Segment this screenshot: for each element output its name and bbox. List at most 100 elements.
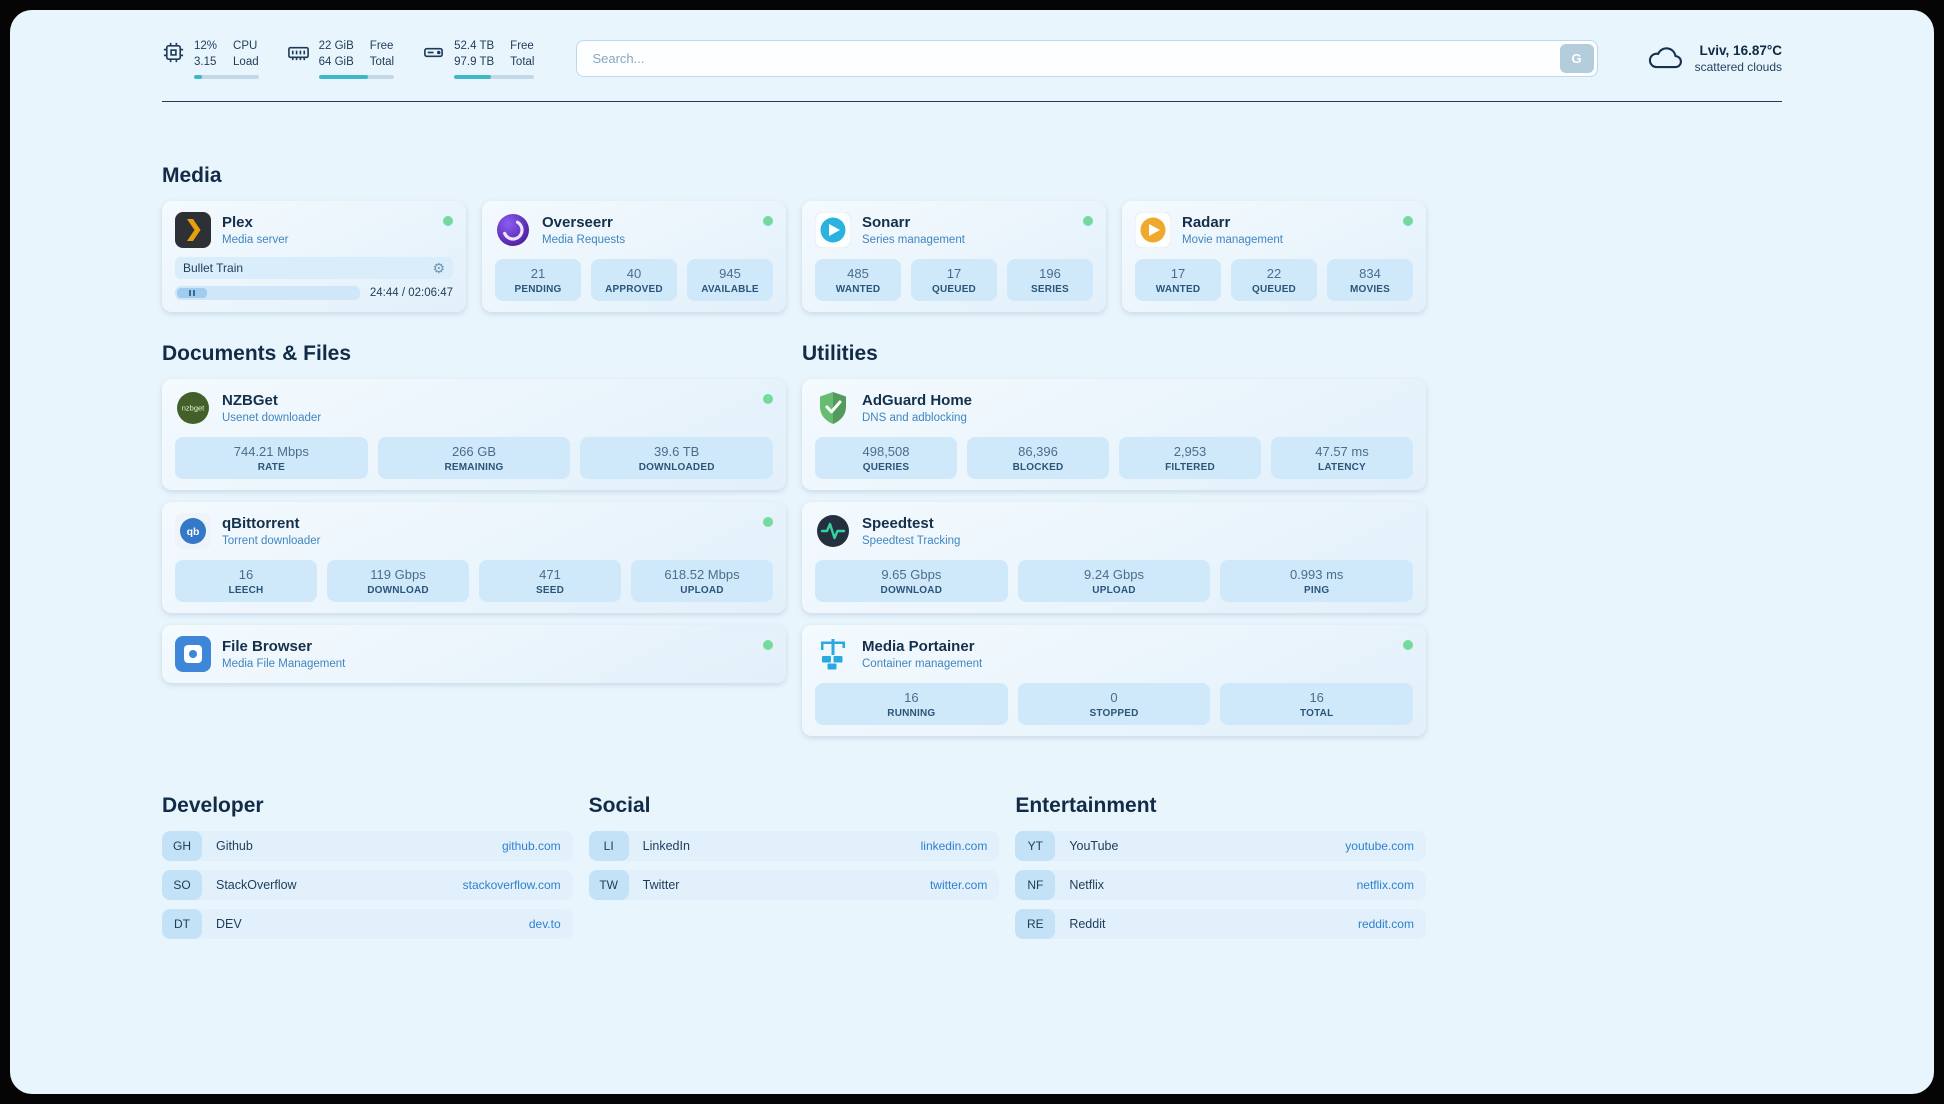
service-card-portainer[interactable]: Media Portainer Container management 16 … — [802, 625, 1426, 737]
now-playing-title: Bullet Train — [183, 261, 244, 276]
stat-box: 471 SEED — [479, 560, 621, 603]
service-card-speedtest[interactable]: Speedtest Speedtest Tracking 9.65 Gbps D… — [802, 502, 1426, 614]
bookmark-stackoverflow[interactable]: SO StackOverflow stackoverflow.com — [162, 870, 573, 901]
stat-value: 16 — [904, 690, 919, 706]
service-card-adguard[interactable]: AdGuard Home DNS and adblocking 498,508 … — [802, 379, 1426, 491]
cpu-label: CPU — [233, 40, 258, 52]
stat-box: 266 GB REMAINING — [377, 437, 571, 480]
stat-label: SERIES — [1031, 284, 1069, 296]
status-dot — [763, 216, 773, 227]
service-subtitle: Media File Management — [222, 658, 346, 671]
bookmark-netflix[interactable]: NF Netflix netflix.com — [1015, 870, 1426, 901]
bookmark-name: DEV — [216, 917, 242, 932]
service-card-qbittorrent[interactable]: qb qBittorrent Torrent downloader — [162, 502, 786, 614]
weather-condition: scattered clouds — [1694, 60, 1782, 75]
service-name: File Browser — [222, 638, 313, 656]
stat-label: LATENCY — [1318, 462, 1366, 474]
bookmark-abbr: NF — [1015, 870, 1056, 901]
stat-value: 17 — [946, 266, 962, 282]
stat-value: 0.993 ms — [1289, 567, 1344, 583]
group-title-social: Social — [588, 794, 651, 818]
portainer-icon — [815, 636, 851, 672]
group-title-media: Media — [162, 164, 222, 188]
status-dot — [763, 640, 773, 651]
bookmark-name: Reddit — [1069, 917, 1106, 932]
service-card-sonarr[interactable]: Sonarr Series management 485 WANTED 17 Q… — [802, 201, 1106, 313]
stat-box: 119 Gbps DOWNLOAD — [327, 560, 469, 603]
stat-box: 744.21 Mbps RATE — [175, 437, 368, 480]
topbar: 12% CPU 3.15 Load 22 GiB Free 64 GiB — [162, 38, 1782, 80]
bookmark-group-social: Social LI LinkedIn linkedin.com TW Twitt… — [588, 794, 1000, 909]
stat-label: FILTERED — [1165, 462, 1215, 474]
search-provider-button[interactable]: G — [1559, 44, 1594, 74]
stat-box: 22 QUEUED — [1231, 259, 1317, 302]
service-card-radarr[interactable]: Radarr Movie management 17 WANTED 22 QUE… — [1122, 201, 1426, 313]
stat-box: 618.52 Mbps UPLOAD — [631, 560, 773, 603]
stat-value: 119 Gbps — [370, 567, 426, 583]
gear-icon[interactable]: ⚙ — [432, 260, 445, 277]
service-name: Speedtest — [862, 515, 934, 533]
stat-box: 0 STOPPED — [1017, 683, 1211, 726]
stat-label: REMAINING — [444, 462, 504, 474]
stat-box: 0.993 ms PING — [1220, 560, 1414, 603]
stat-value: 0 — [1110, 690, 1118, 706]
stat-label: BLOCKED — [1012, 462, 1064, 474]
stat-box: 9.65 Gbps DOWNLOAD — [815, 560, 1008, 603]
bookmark-abbr: GH — [162, 831, 202, 862]
stat-box: 9.24 Gbps UPLOAD — [1017, 560, 1211, 603]
service-subtitle: Usenet downloader — [222, 412, 322, 425]
bookmark-github[interactable]: GH Github github.com — [162, 831, 573, 862]
bookmark-name: LinkedIn — [642, 839, 690, 854]
search-input[interactable] — [576, 40, 1598, 78]
service-card-plex[interactable]: Plex Media server Bullet Train ⚙ — [162, 201, 466, 313]
bookmark-abbr: YT — [1015, 831, 1056, 862]
ram-widget: 22 GiB Free 64 GiB Total — [287, 38, 395, 80]
stat-value: 9.65 Gbps — [881, 567, 942, 583]
bookmark-group-developer: Developer GH Github github.com SO StackO… — [162, 794, 573, 948]
service-name: Radarr — [1182, 214, 1231, 232]
status-dot — [763, 517, 773, 528]
weather-widget: Lviv, 16.87°C scattered clouds — [1646, 43, 1782, 74]
bookmark-reddit[interactable]: RE Reddit reddit.com — [1015, 909, 1426, 940]
sonarr-icon — [815, 212, 851, 249]
bookmark-youtube[interactable]: YT YouTube youtube.com — [1015, 831, 1426, 862]
stat-label: RATE — [257, 462, 285, 474]
stat-label: SEED — [535, 585, 565, 597]
stat-label: APPROVED — [605, 284, 663, 296]
service-subtitle: Movie management — [1182, 234, 1283, 247]
bookmark-linkedin[interactable]: LI LinkedIn linkedin.com — [588, 831, 1000, 862]
nzbget-icon: nzbget — [175, 390, 211, 426]
bookmark-abbr: TW — [588, 870, 629, 901]
bookmark-name: YouTube — [1069, 839, 1119, 854]
service-subtitle: Series management — [862, 234, 965, 247]
status-dot — [1403, 640, 1413, 651]
group-title-utilities: Utilities — [802, 342, 878, 366]
stat-label: DOWNLOAD — [367, 585, 429, 597]
service-card-nzbget[interactable]: nzbget NZBGet Usenet downloader — [162, 379, 786, 491]
stat-box: 47.57 ms LATENCY — [1271, 437, 1413, 480]
stat-value: 266 GB — [451, 444, 497, 460]
dashboard-frame: 12% CPU 3.15 Load 22 GiB Free 64 GiB — [10, 10, 1934, 1094]
stat-box: 17 WANTED — [1135, 259, 1221, 302]
ram-free: 22 GiB — [318, 40, 354, 52]
service-name: Media Portainer — [862, 638, 975, 656]
status-dot — [1403, 216, 1413, 227]
stat-box: 485 WANTED — [815, 259, 901, 302]
service-card-filebrowser[interactable]: File Browser Media File Management — [162, 625, 786, 684]
stat-box: 2,953 FILTERED — [1119, 437, 1261, 480]
service-card-overseerr[interactable]: Overseerr Media Requests 21 PENDING 40 A… — [482, 201, 786, 313]
bookmark-dev[interactable]: DT DEV dev.to — [162, 909, 573, 940]
stat-label: RUNNING — [887, 708, 936, 720]
stat-value: 9.24 Gbps — [1084, 567, 1144, 583]
bookmark-name: Github — [216, 839, 253, 854]
bookmark-twitter[interactable]: TW Twitter twitter.com — [588, 870, 1000, 901]
stat-box: 21 PENDING — [495, 259, 581, 302]
stat-value: 39.6 TB — [654, 444, 700, 460]
stat-box: 40 APPROVED — [591, 259, 677, 302]
stat-value: 2,953 — [1173, 444, 1207, 460]
stat-label: UPLOAD — [680, 585, 724, 597]
cpu-percent: 12% — [194, 40, 218, 52]
bookmark-name: StackOverflow — [216, 878, 297, 893]
stat-label: WANTED — [835, 284, 881, 296]
stat-value: 945 — [719, 266, 741, 282]
